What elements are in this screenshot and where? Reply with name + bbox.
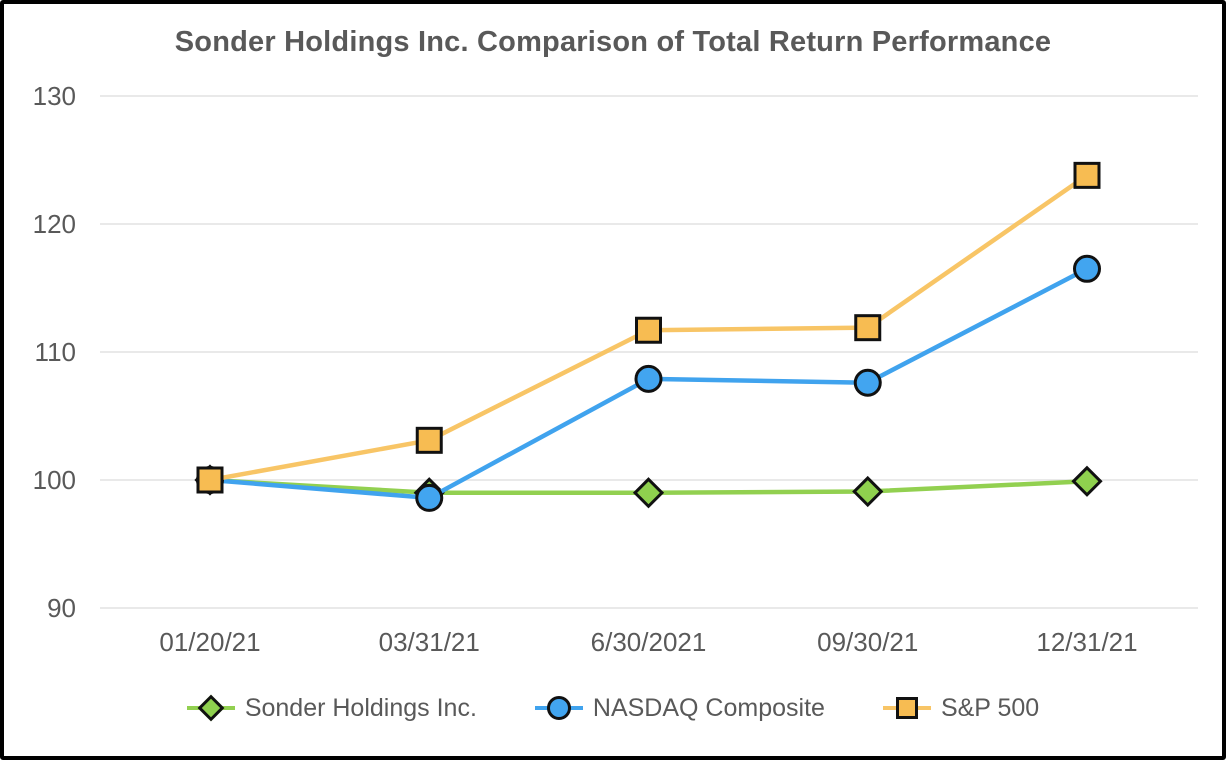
data-point-marker bbox=[853, 368, 882, 397]
data-point-marker bbox=[634, 364, 663, 393]
data-point-marker bbox=[854, 314, 882, 342]
y-axis-labels: 90 100 110 120 130 bbox=[33, 81, 76, 623]
chart-title: Sonder Holdings Inc. Comparison of Total… bbox=[174, 26, 1052, 58]
gridlines bbox=[100, 95, 1198, 609]
y-tick-label: 130 bbox=[33, 81, 76, 111]
legend-label-sp500: S&P 500 bbox=[940, 693, 1040, 722]
data-series bbox=[194, 161, 1103, 512]
green-diamond-marker-icon bbox=[186, 691, 235, 725]
legend: Sonder Holdings Inc. NASDAQ Composite S&… bbox=[0, 687, 1226, 729]
legend-item-sp500: S&P 500 bbox=[882, 691, 1040, 725]
data-point-marker bbox=[635, 316, 662, 344]
y-tick-label: 90 bbox=[47, 593, 76, 623]
y-tick-label: 100 bbox=[33, 465, 76, 495]
orange-square-marker-icon bbox=[882, 691, 931, 725]
data-point-marker bbox=[1071, 465, 1103, 497]
data-point-marker bbox=[415, 483, 444, 512]
data-point-marker bbox=[1073, 254, 1101, 283]
x-axis-labels: 01/20/21 03/31/21 6/30/2021 09/30/21 12/31/2… bbox=[159, 627, 1137, 657]
x-tick-label: 6/30/2021 bbox=[591, 627, 707, 657]
legend-label-sonder: Sonder Holdings Inc. bbox=[244, 693, 477, 722]
y-tick-label: 120 bbox=[33, 209, 76, 239]
x-tick-label: 03/31/21 bbox=[379, 627, 480, 657]
data-point-marker bbox=[415, 426, 443, 454]
x-tick-label: 12/31/21 bbox=[1036, 627, 1137, 657]
data-point-marker bbox=[632, 477, 665, 509]
data-point-marker bbox=[1073, 161, 1101, 189]
data-point-marker bbox=[852, 475, 884, 508]
legend-item-nasdaq: NASDAQ Composite bbox=[534, 691, 825, 725]
y-tick-label: 110 bbox=[35, 337, 76, 367]
diamond-icon bbox=[197, 694, 225, 722]
legend-item-sonder: Sonder Holdings Inc. bbox=[186, 691, 477, 725]
square-icon bbox=[895, 697, 918, 719]
blue-circle-marker-icon bbox=[534, 691, 583, 725]
data-point-marker bbox=[196, 466, 224, 494]
legend-label-nasdaq: NASDAQ Composite bbox=[592, 693, 825, 722]
x-tick-label: 09/30/21 bbox=[817, 627, 918, 657]
x-tick-label: 01/20/21 bbox=[159, 627, 260, 657]
circle-icon bbox=[546, 696, 571, 720]
